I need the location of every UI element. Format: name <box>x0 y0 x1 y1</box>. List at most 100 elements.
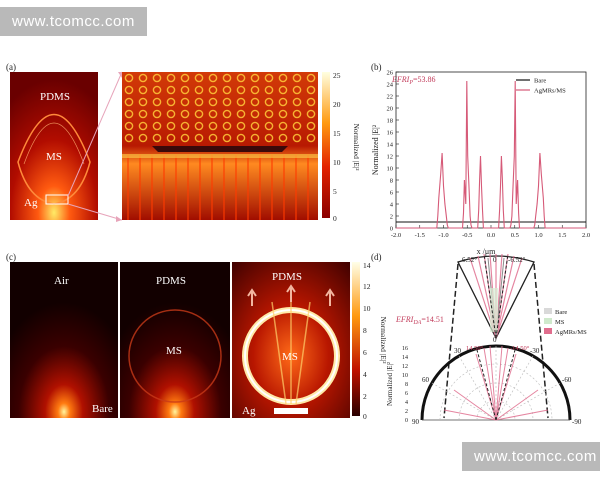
cb-a-tick: 0 <box>333 214 337 222</box>
cb-a-tick: 10 <box>333 158 341 167</box>
map-pdms-ms: PDMS MS <box>120 262 230 418</box>
panel-c-maps: Air Bare PDMS MS PDMS MS Ag <box>10 262 350 418</box>
svg-text:6: 6 <box>405 391 408 397</box>
cb-c-tick: 10 <box>363 304 371 313</box>
ag-particle <box>152 146 288 152</box>
label-ms: MS <box>282 351 298 363</box>
svg-text:16: 16 <box>402 346 408 352</box>
efri-da-annotation: EFRIDA=14.51 <box>395 315 444 326</box>
chart-ylabel: Normalized |E|² <box>371 124 380 175</box>
svg-text:4: 4 <box>405 400 408 406</box>
y-tick-label: 8 <box>390 177 393 184</box>
y-tick-label: 12 <box>387 153 394 160</box>
watermark-top: www.tcomcc.com <box>0 7 147 36</box>
x-tick-label: -1.0 <box>438 232 448 239</box>
legend-agmrs: AgMRs/MS <box>555 329 587 336</box>
y-tick-label: 20 <box>387 105 394 112</box>
panel-b-label: (b) <box>371 62 382 72</box>
label-pdms: PDMS <box>156 275 186 287</box>
microsphere-outline <box>17 114 91 205</box>
label-ms: MS <box>166 345 182 357</box>
cb-c-tick: 0 <box>363 412 367 420</box>
series-agmrs-ms <box>396 80 586 229</box>
cb-c-tick: 2 <box>363 392 367 401</box>
colorbar-c: 14 12 10 8 6 4 2 0 Normalized |E|² <box>352 262 388 420</box>
label-air: Air <box>54 275 69 287</box>
label-ag: Ag <box>24 197 38 209</box>
label-pdms: PDMS <box>272 271 302 283</box>
svg-text:8: 8 <box>405 382 408 388</box>
angle-tick: 90 <box>412 418 420 426</box>
polar-legend: Bare MS AgMRs/MS <box>544 308 587 336</box>
angle-tick: 60 <box>422 376 430 384</box>
cb-a-tick: 20 <box>333 100 341 109</box>
x-tick-label: 1.5 <box>558 232 566 239</box>
angle-tick: -90 <box>572 418 582 426</box>
chart-frame <box>395 71 587 229</box>
y-tick-label: 6 <box>390 189 394 196</box>
polar-ylabel: Normalized |E|² <box>386 362 394 406</box>
label-pdms: PDMS <box>40 91 70 103</box>
angle-label: 14.50° <box>466 345 484 352</box>
svg-text:14: 14 <box>402 355 408 361</box>
chart-annotation: EFRIP=53.86 <box>391 75 436 86</box>
svg-text:2: 2 <box>405 409 408 415</box>
y-tick-label: 14 <box>387 141 394 148</box>
y-tick-label: 16 <box>387 129 394 136</box>
cb-a-tick: 5 <box>333 187 337 196</box>
panel-a-label: (a) <box>6 62 16 72</box>
watermark-bottom: www.tcomcc.com <box>462 442 600 471</box>
x-tick-label: -0.5 <box>462 232 472 239</box>
cb-c-tick: 14 <box>363 262 371 270</box>
panel-c-label: (c) <box>6 252 16 262</box>
label-ag: Ag <box>242 405 256 417</box>
angle-label: 0 <box>493 336 497 344</box>
panel-b-chart: Normalized |E|² x /μm EFRIP=53.86 -2.0 -1… <box>371 69 590 256</box>
x-tick-label: 1.0 <box>534 232 542 239</box>
angle-label: -14.50° <box>510 345 530 352</box>
y-tick-label: 0 <box>390 225 393 232</box>
label-bare: Bare <box>92 403 113 415</box>
angle-label: 6.52° <box>462 256 477 264</box>
x-tick-label: -2.0 <box>391 232 401 239</box>
cb-a-label: Normalized |E|² <box>352 123 361 171</box>
chart-xlabel: x /μm <box>477 247 497 256</box>
x-tick-label: 0.0 <box>487 232 495 239</box>
cb-c-tick: 8 <box>363 326 367 335</box>
x-tick-label: -1.5 <box>415 232 425 239</box>
map-air-bare: Air Bare <box>10 262 118 418</box>
label-ms: MS <box>46 151 62 163</box>
legend-entry: Bare <box>534 78 546 85</box>
angle-tick: -30 <box>530 347 540 355</box>
angle-tick: -60 <box>562 376 572 384</box>
map-agmrs-ms: PDMS MS Ag <box>232 262 350 418</box>
x-tick-label: 0.5 <box>511 232 519 239</box>
panel-a-overview: PDMS MS Ag <box>10 72 98 220</box>
angle-tick: 30 <box>454 347 462 355</box>
y-tick-label: 22 <box>387 93 394 100</box>
angle-label: -6.52° <box>508 256 526 264</box>
y-tick-label: 26 <box>387 69 394 76</box>
svg-text:10: 10 <box>402 373 408 379</box>
panel-d-label: (d) <box>371 252 382 262</box>
cb-c-label: Normalized |E|² <box>379 316 388 364</box>
y-tick-label: 18 <box>387 117 394 124</box>
colorbar-a: 25 20 15 10 5 0 Normalized |E|² <box>322 72 361 222</box>
legend-bare: Bare <box>555 309 567 316</box>
legend-ms: MS <box>555 319 565 326</box>
cb-c-tick: 4 <box>363 370 367 379</box>
lower-polar-plot: 14.50° -14.50° 30 -30 60 -60 90 -90 16 1… <box>386 344 582 426</box>
svg-text:0: 0 <box>405 418 408 424</box>
y-tick-label: 2 <box>390 213 393 220</box>
zoom-box <box>45 194 69 205</box>
cb-c-tick: 6 <box>363 348 367 357</box>
y-tick-label: 4 <box>390 201 394 208</box>
panel-d-polar: 6.52° 0 -6.52° 0 Bare MS AgMRs/MS EFRIDA… <box>386 253 587 426</box>
ag-substrate <box>274 408 308 414</box>
y-tick-label: 10 <box>387 165 394 172</box>
panel-a-zoom <box>122 72 318 220</box>
svg-text:12: 12 <box>402 364 408 370</box>
cb-a-tick: 15 <box>333 129 341 138</box>
y-tick-label: 24 <box>387 81 394 88</box>
legend-entry: AgMRs/MS <box>534 88 566 95</box>
